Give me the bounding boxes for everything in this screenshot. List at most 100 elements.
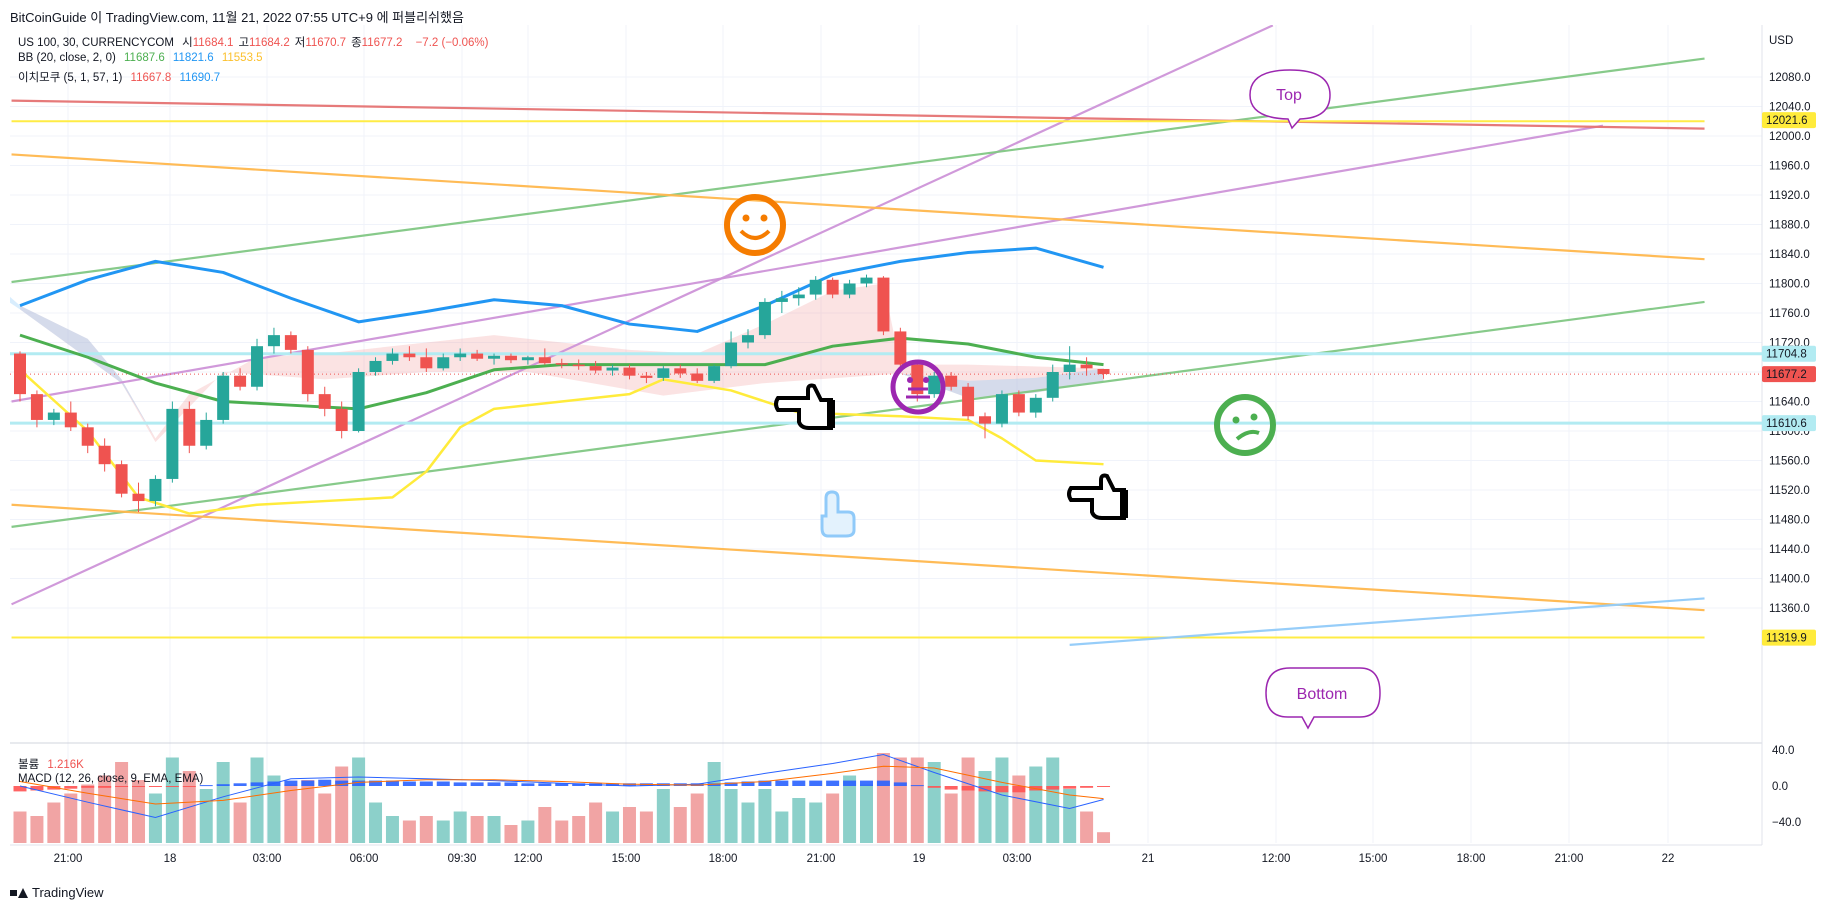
currency-label: USD [1769, 35, 1793, 47]
macd-histogram-bar [1012, 786, 1026, 793]
candle-body [318, 394, 331, 409]
volume-bar [860, 784, 873, 843]
volume-bar [64, 793, 78, 843]
time-tick-label: 18 [164, 853, 177, 865]
volume-bar [673, 807, 687, 843]
pointing-hand-icon [1067, 473, 1128, 520]
volume-bar [707, 762, 721, 843]
volume-bar [876, 753, 890, 843]
macd-signal-line [19, 765, 1104, 805]
candle-body [555, 363, 568, 365]
publish-header: BitCoinGuide 이 TradingView.com, 11월 21, … [10, 10, 464, 25]
time-tick-label: 06:00 [350, 853, 379, 865]
tradingview-brand[interactable]: TradingView [10, 885, 104, 900]
macd-legend[interactable]: MACD (12, 26, close, 9, EMA, EMA) [18, 773, 208, 785]
macd-histogram-bar [978, 786, 992, 792]
macd-histogram-bar [538, 783, 552, 786]
volume-bar [402, 820, 416, 843]
volume-bar [893, 757, 907, 843]
volume-bar [809, 802, 823, 843]
macd-pane [13, 753, 1111, 819]
candle-body [200, 419, 213, 446]
candle-body [1029, 397, 1042, 413]
price-tick-label: 12000.0 [1769, 131, 1811, 143]
price-tick-label: 11360.0 [1769, 603, 1810, 615]
macd-histogram-bar [335, 780, 349, 786]
time-axis[interactable]: 21:00 18 03:00 06:00 09:30 12:00 15:00 18:00 21:… [54, 853, 1675, 865]
volume-bar [1029, 766, 1043, 843]
time-tick-label: 21:00 [54, 853, 83, 865]
volume-legend[interactable]: 볼륨 1.216K [18, 756, 89, 772]
happy-face-icon [724, 194, 786, 256]
candle-body [234, 375, 247, 387]
price-change: −7.2 (−0.06%) [415, 37, 489, 49]
volume-bar [504, 825, 518, 843]
price-tick-label: 11960.0 [1769, 161, 1810, 173]
macd-histogram-bar [81, 786, 95, 788]
trendline-green [11, 57, 1705, 284]
price-axis[interactable]: 12080.0 12040.0 12000.0 11960.0 11920.0 11880… [1769, 72, 1811, 829]
volume-bar [792, 798, 806, 843]
candle-body [911, 364, 924, 395]
candle-body [877, 277, 890, 332]
candle-body [98, 445, 111, 465]
time-tick-label: 21:00 [807, 853, 836, 865]
candle-body [149, 478, 162, 502]
volume-bar [487, 816, 501, 843]
candle-body [335, 408, 348, 431]
candle-body [14, 353, 26, 395]
volume-bar [910, 757, 924, 843]
time-tick-label: 03:00 [253, 853, 282, 865]
ohlc-label: 저 [294, 37, 306, 49]
macd-histogram-bar [944, 786, 958, 790]
candle-body [741, 335, 754, 343]
candle-body [420, 357, 433, 369]
price-tick-label: 11880.0 [1769, 220, 1810, 232]
macd-tick-label: 40.0 [1772, 745, 1794, 757]
volume-bar [622, 807, 636, 843]
volume-bar [470, 816, 484, 843]
candle-body [995, 394, 1008, 424]
price-tag-label: 11319.9 [1766, 633, 1807, 645]
macd-histogram-bar [453, 782, 467, 786]
macd-histogram-bar [741, 781, 755, 786]
candle-body [979, 416, 992, 424]
candle-body [1063, 364, 1076, 372]
macd-histogram-bar [1063, 786, 1077, 789]
price-tick-label: 11480.0 [1769, 515, 1810, 527]
bb-legend[interactable]: BB (20, close, 2, 0) 11687.6 11821.6 115… [18, 52, 268, 64]
bb-upper-value: 11821.6 [172, 52, 214, 64]
macd-histogram-bar [132, 786, 146, 787]
candle-body [623, 367, 636, 376]
candle-body [674, 368, 687, 374]
candle-body [1046, 372, 1059, 398]
volume-bars [13, 753, 1111, 843]
volume-bar [233, 802, 247, 843]
volume-bar [521, 820, 535, 843]
ohlc-value: 11670.7 [305, 37, 347, 49]
ohlc-values: 시11684.1 고11684.2 저11670.7 종11677.2 [182, 37, 407, 49]
ohlc-value: 11684.1 [192, 37, 234, 49]
candle-body [251, 346, 264, 387]
top-callout: Top [1249, 69, 1331, 130]
ichimoku-label: 이치모쿠 (5, 1, 57, 1) [18, 72, 123, 84]
time-tick-label: 09:30 [448, 853, 477, 865]
volume-bar [1063, 789, 1077, 843]
volume-bar [589, 802, 603, 843]
macd-histogram-bar [876, 780, 890, 786]
volume-bar [978, 771, 992, 843]
candle-body [640, 375, 653, 378]
ichimoku-legend[interactable]: 이치모쿠 (5, 1, 57, 1) 11667.8 11690.7 [18, 69, 225, 85]
macd-histogram-bar [233, 783, 247, 786]
price-tick-label: 11440.0 [1769, 544, 1810, 556]
brand-label: TradingView [32, 885, 104, 900]
time-tick-label: 18:00 [1457, 853, 1486, 865]
candle-body [657, 368, 670, 378]
volume-bar [132, 780, 146, 843]
macd-histogram-bar [775, 780, 789, 786]
symbol-legend[interactable]: US 100, 30, CURRENCYCOM 시11684.1 고11684.2… [18, 34, 493, 50]
time-tick-label: 21:00 [1555, 853, 1584, 865]
volume-bar [572, 816, 586, 843]
bottom-callout: Bottom [1265, 667, 1381, 730]
